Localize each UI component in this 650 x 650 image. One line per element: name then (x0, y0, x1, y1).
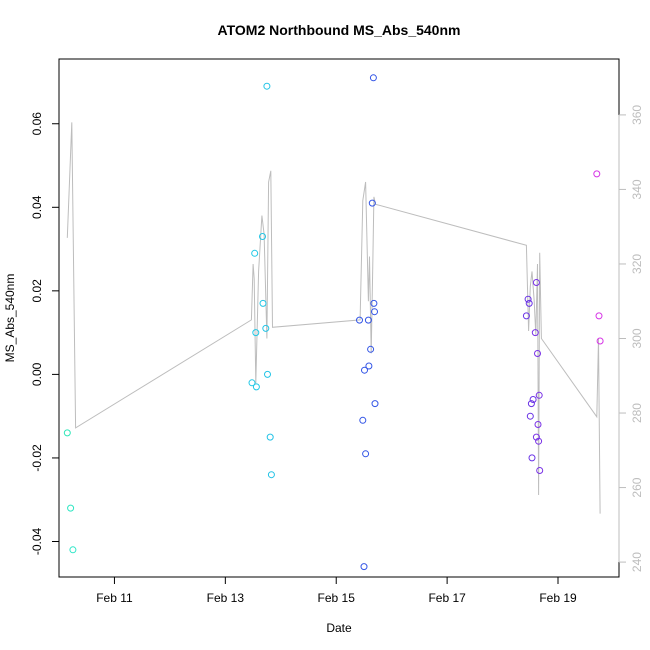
data-point (259, 299, 267, 307)
data-point (63, 429, 71, 437)
data-point (69, 546, 77, 554)
data-point (364, 316, 372, 324)
data-point (264, 370, 271, 378)
data-point (595, 312, 603, 320)
scatter-points (63, 74, 604, 571)
data-point (593, 170, 601, 178)
data-point (532, 433, 540, 441)
data-point (362, 450, 370, 458)
y2-tick-label: 360 (630, 105, 644, 125)
data-point (67, 504, 75, 512)
data-point (262, 324, 270, 332)
data-point (535, 437, 543, 445)
data-point (536, 467, 544, 474)
data-point (360, 563, 368, 571)
data-point (535, 391, 543, 399)
data-point (266, 433, 274, 441)
data-point (528, 454, 536, 462)
data-point (370, 299, 378, 307)
x-tick-label: Feb 13 (207, 591, 245, 605)
data-point (596, 337, 604, 345)
y-tick-label: 0.04 (30, 195, 44, 219)
data-point (361, 366, 368, 374)
x-tick-label: Feb 19 (539, 591, 577, 605)
data-point (525, 299, 533, 307)
y-axis-label: MS_Abs_540nm (3, 274, 17, 363)
data-point (248, 379, 256, 387)
data-point (369, 74, 377, 82)
data-point (529, 396, 537, 403)
y-tick-label: 0.00 (30, 362, 44, 386)
data-point (532, 279, 540, 286)
x-axis: Feb 11 Feb 13 Feb 15 Feb 17 Feb 19 (96, 577, 577, 605)
series-line (66, 122, 601, 514)
y2-tick-label: 320 (630, 254, 644, 274)
data-point (527, 400, 535, 408)
data-point (367, 345, 375, 353)
y-tick-label: -0.02 (30, 444, 44, 472)
y2-tick-label: 300 (630, 328, 644, 348)
y-tick-label: 0.06 (30, 112, 44, 136)
data-point (531, 329, 539, 337)
y2-tick-label: 260 (630, 477, 644, 497)
data-point (534, 350, 541, 357)
data-point (252, 329, 260, 337)
x-tick-label: Feb 17 (428, 591, 466, 605)
y2-tick-label: 280 (630, 403, 644, 423)
data-point (259, 233, 266, 240)
y-axis-right: 240 260 280 300 320 340 360 (618, 105, 644, 572)
data-point (365, 362, 373, 370)
data-point (359, 416, 367, 424)
y-tick-label: 0.02 (30, 279, 44, 303)
x-tick-label: Feb 11 (96, 591, 133, 605)
chart-title: ATOM2 Northbound MS_Abs_540nm (218, 22, 461, 38)
data-point (534, 421, 542, 428)
y-tick-label: -0.04 (30, 527, 44, 555)
data-point (524, 295, 532, 303)
x-axis-label: Date (326, 621, 352, 635)
y2-tick-label: 240 (630, 552, 644, 572)
y2-tick-label: 340 (630, 179, 644, 199)
x-tick-label: Feb 15 (318, 591, 356, 605)
data-point (252, 383, 260, 391)
data-point (371, 308, 378, 316)
data-point (267, 471, 275, 479)
y-axis-left: -0.04 -0.02 0.00 0.02 0.04 0.06 (30, 112, 59, 555)
data-point (522, 312, 530, 320)
data-point (356, 316, 363, 324)
data-point (251, 249, 259, 257)
data-point (526, 412, 534, 420)
temperature-line-series (66, 122, 601, 514)
data-point (263, 82, 271, 90)
data-point (368, 199, 376, 207)
data-point (371, 400, 379, 408)
